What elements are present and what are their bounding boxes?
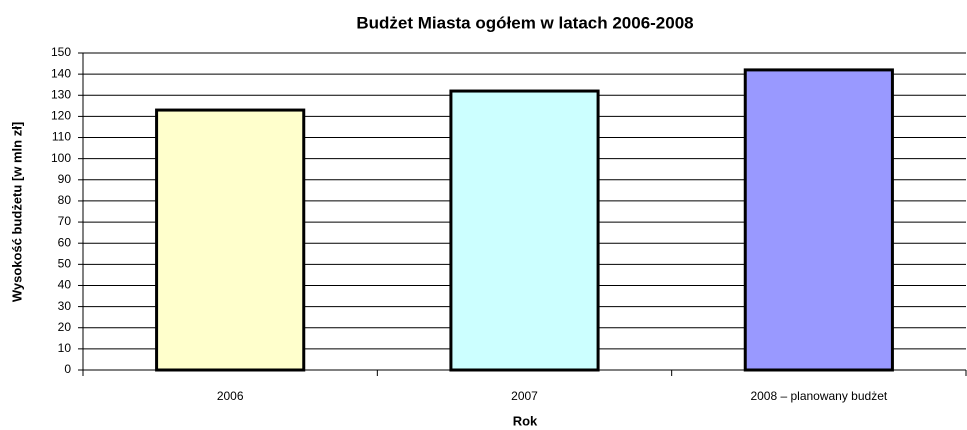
y-tick-label: 10 — [58, 341, 72, 355]
x-tick-label: 2008 – planowany budżet — [750, 389, 887, 403]
bar — [449, 89, 600, 372]
y-tick-label: 80 — [58, 193, 72, 207]
y-tick-label: 140 — [51, 66, 71, 80]
y-tick-label: 20 — [58, 320, 72, 334]
y-tick-label: 100 — [51, 151, 71, 165]
y-tick-label: 150 — [51, 45, 71, 59]
chart-title: Budżet Miasta ogółem w latach 2006-2008 — [356, 13, 693, 32]
y-tick-label: 30 — [58, 299, 72, 313]
y-tick-label: 60 — [58, 235, 72, 249]
y-axis-title: Wysokość budżetu [w mln zł] — [9, 122, 24, 302]
y-tick-label: 70 — [58, 214, 72, 228]
x-tick-label: 2007 — [511, 389, 538, 403]
y-tick-label: 50 — [58, 257, 72, 271]
y-tick-label: 130 — [51, 87, 71, 101]
y-tick-label: 120 — [51, 109, 71, 123]
y-tick-label: 90 — [58, 172, 72, 186]
y-tick-label: 0 — [64, 362, 71, 376]
y-tick-label: 40 — [58, 278, 72, 292]
y-tick-label: 110 — [52, 130, 71, 144]
bar — [743, 68, 894, 372]
x-tick-label: 2006 — [217, 389, 244, 403]
bar — [155, 108, 306, 372]
x-axis-title: Rok — [513, 413, 538, 428]
